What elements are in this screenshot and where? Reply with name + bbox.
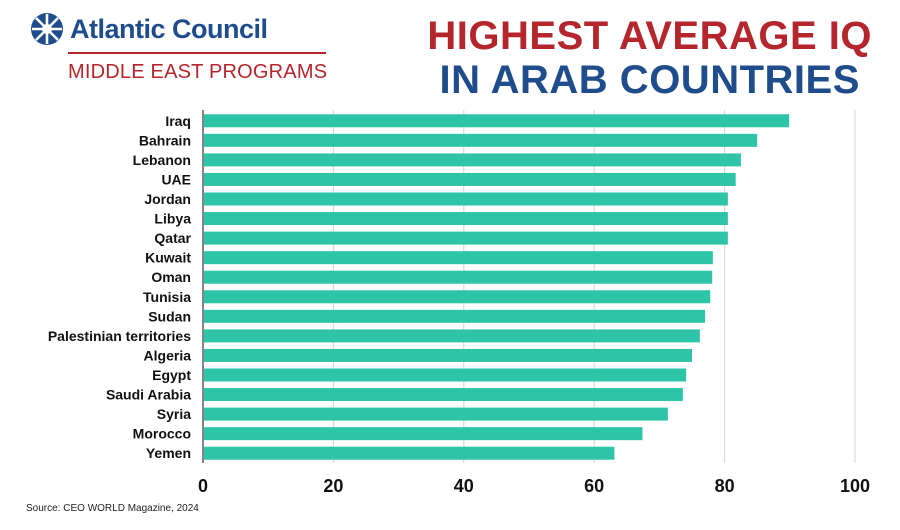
chart-title: HIGHEST AVERAGE IQ IN ARAB COUNTRIES: [427, 14, 872, 102]
brand-divider: [68, 52, 326, 54]
x-tick-label: 60: [584, 476, 604, 496]
x-tick-label: 80: [715, 476, 735, 496]
bar: [204, 388, 683, 402]
bars: [204, 114, 790, 460]
chart-title-line2: IN ARAB COUNTRIES: [439, 58, 860, 102]
category-label: Kuwait: [145, 250, 191, 266]
x-tick-label: 40: [454, 476, 474, 496]
category-label: Palestinian territories: [48, 328, 191, 344]
bar: [204, 153, 741, 167]
bar: [204, 212, 728, 226]
bar: [204, 446, 615, 460]
bar: [204, 133, 758, 147]
bar: [204, 270, 713, 284]
category-label: Iraq: [165, 113, 191, 129]
bar: [204, 368, 687, 382]
category-label: Syria: [157, 406, 191, 422]
category-label: Libya: [154, 211, 191, 227]
source-note: Source: CEO WORLD Magazine, 2024: [26, 503, 199, 514]
category-label: Jordan: [144, 191, 191, 207]
category-label: Oman: [151, 269, 191, 285]
bar: [204, 427, 643, 441]
category-label: Saudi Arabia: [106, 387, 191, 403]
gridlines: [202, 110, 856, 463]
category-label: Lebanon: [133, 152, 191, 168]
brand-name: Atlantic Council: [70, 14, 268, 44]
chart-title-line1: HIGHEST AVERAGE IQ: [427, 14, 872, 58]
category-labels: Iraq Bahrain Lebanon UAE Jordan Libya Qatar Kuw…: [48, 113, 192, 461]
bar: [204, 251, 713, 265]
bar: [204, 231, 728, 245]
category-label: Qatar: [154, 230, 191, 246]
bar: [204, 407, 668, 421]
bar: [204, 309, 706, 323]
x-tick-label: 20: [323, 476, 343, 496]
category-label: Yemen: [146, 445, 191, 461]
bar: [204, 192, 728, 206]
x-tick-label: 100: [840, 476, 870, 496]
category-label: Egypt: [152, 367, 191, 383]
bar: [204, 329, 700, 343]
bar: [204, 348, 692, 362]
brand-logo: Atlantic Council MIDDLE EAST PROGRAMS: [30, 10, 330, 85]
category-label: Tunisia: [143, 289, 191, 305]
globe-grid-icon: [31, 13, 63, 45]
category-label: Bahrain: [139, 132, 191, 148]
bar: [204, 172, 736, 186]
category-label: Algeria: [144, 347, 192, 363]
category-label: Sudan: [148, 308, 191, 324]
category-label: Morocco: [133, 426, 191, 442]
bar: [204, 290, 711, 304]
x-tick-label: 0: [198, 476, 208, 496]
x-tick-labels: 0 20 40 60 80 100: [198, 476, 870, 496]
brand-subtitle: MIDDLE EAST PROGRAMS: [68, 61, 328, 83]
bar: [204, 114, 790, 128]
category-label: UAE: [161, 171, 191, 187]
